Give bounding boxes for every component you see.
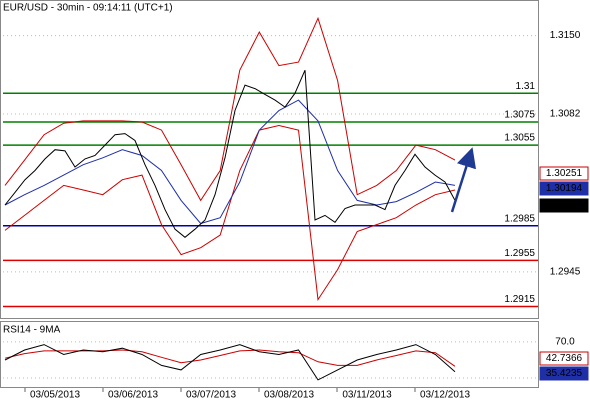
price-label: 1.30058 [546,200,583,211]
series-line [4,16,456,202]
price-label-box [539,198,589,213]
series-line [4,70,456,238]
y-tick-label: 70.0 [555,337,575,348]
price-label: 1.30251 [546,168,583,179]
level-label: 1.2955 [504,248,535,259]
level-label: 1.3055 [504,133,535,144]
main-frame [0,0,539,319]
level-label: 1.2985 [504,213,535,224]
level-label: 1.3075 [504,110,535,121]
y-tick-label: 1.3082 [550,109,581,120]
x-tick-label: 03/05/2013 [30,390,80,400]
panel-title: RSI14 - 9MA [3,325,61,336]
series-line [4,99,456,225]
price-label: 42.7366 [546,353,583,364]
y-tick-label: 1.3150 [550,30,581,41]
x-tick-label: 03/08/2013 [264,390,314,400]
x-tick-label: 03/07/2013 [186,390,236,400]
plot-layer: 1.3150 1.3082 1.2945 1.31 1.3075 1.3055 1.2985… [3,3,589,400]
level-label: 1.31 [516,81,536,92]
price-label-box [539,181,589,196]
price-label-box [539,351,589,366]
price-label-box [539,366,589,381]
series-line [4,344,456,381]
x-tick-label: 03/12/2013 [420,390,470,400]
level-label: 1.2915 [504,294,535,305]
x-tick-label: 03/11/2013 [342,390,392,400]
forecast-arrow [450,147,477,213]
series-line [4,124,456,302]
price-label-box [539,166,589,181]
panel-title: EUR/USD - 30min - 09:14:11 (UTC+1) [3,3,173,14]
rsi-frame [0,321,539,388]
price-label: 35.4235 [546,368,583,379]
price-label: 1.30194 [546,183,583,194]
y-tick-label: 1.2945 [550,267,581,278]
x-tick-label: 03/06/2013 [108,390,158,400]
